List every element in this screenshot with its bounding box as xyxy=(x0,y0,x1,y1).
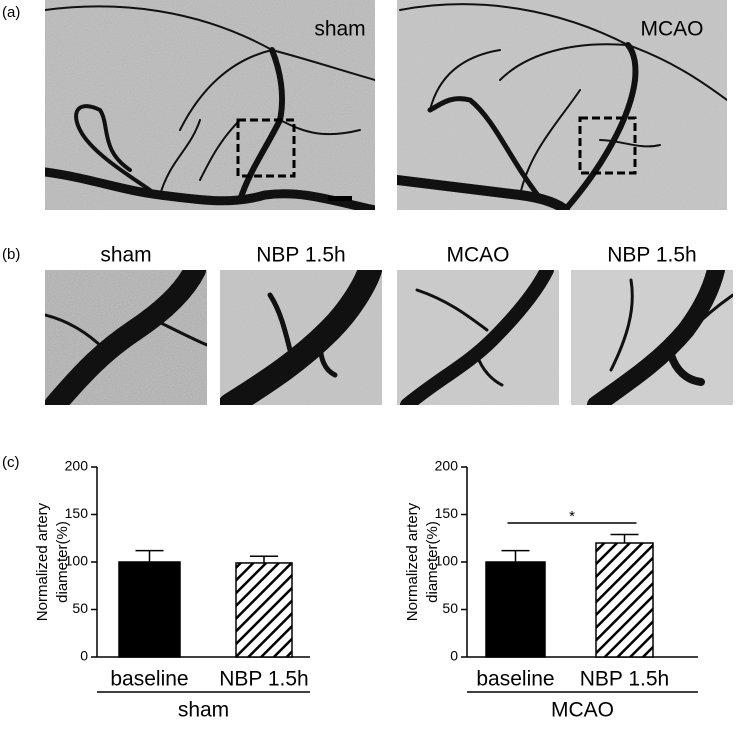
group-label: MCAO xyxy=(551,699,614,722)
y-axis-label: Normalized artery xyxy=(34,502,51,621)
image-label: sham xyxy=(100,244,151,267)
y-tick-label: 200 xyxy=(435,458,459,474)
x-tick-label: baseline xyxy=(476,668,554,691)
zoom-image xyxy=(397,270,559,405)
y-axis-label: Normalized artery xyxy=(404,502,421,621)
y-axis-label: diameter(%) xyxy=(54,521,71,603)
y-axis-label: diameter(%) xyxy=(424,521,441,603)
significance-label: * xyxy=(569,508,575,525)
panel-label: (c) xyxy=(2,454,20,471)
x-tick-label: NBP 1.5h xyxy=(219,668,309,691)
y-tick-label: 0 xyxy=(450,648,458,664)
zoom-image xyxy=(571,270,733,405)
y-tick-label: 50 xyxy=(72,600,88,616)
y-tick-label: 150 xyxy=(435,505,459,521)
bar xyxy=(595,542,654,658)
y-tick-label: 0 xyxy=(80,648,88,664)
y-tick-label: 100 xyxy=(65,553,89,569)
image-label: NBP 1.5h xyxy=(607,244,697,267)
image-label: NBP 1.5h xyxy=(256,244,346,267)
y-tick-label: 50 xyxy=(442,600,458,616)
panel-label: (b) xyxy=(2,246,20,263)
x-tick-label: NBP 1.5h xyxy=(580,668,670,691)
bar xyxy=(235,562,293,658)
panel-label: (a) xyxy=(2,4,20,21)
group-label: sham xyxy=(178,699,229,722)
bar xyxy=(118,561,181,658)
y-tick-label: 150 xyxy=(65,505,89,521)
bar xyxy=(485,561,546,658)
image-label: MCAO xyxy=(447,244,510,267)
x-tick-label: baseline xyxy=(110,668,188,691)
angiogram-mcao xyxy=(397,0,727,210)
y-tick-label: 200 xyxy=(65,458,89,474)
image-label: MCAO xyxy=(641,18,704,41)
y-tick-label: 100 xyxy=(435,553,459,569)
image-label: sham xyxy=(314,18,365,41)
angiogram-sham xyxy=(45,0,375,210)
zoom-image xyxy=(220,270,382,405)
zoom-image xyxy=(45,270,207,405)
